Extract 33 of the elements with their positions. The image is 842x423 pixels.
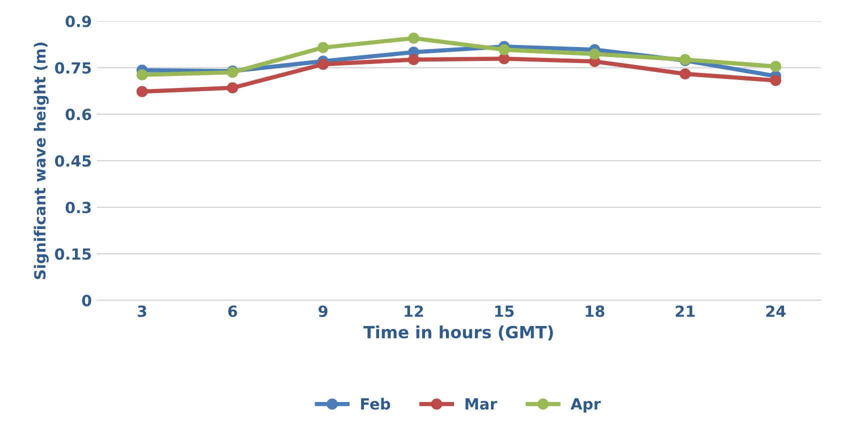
- point: [318, 42, 329, 54]
- point: [498, 44, 510, 56]
- y-tick-label: 0: [82, 294, 92, 306]
- y-tick-label: 0.15: [55, 248, 91, 260]
- legend-label: Feb: [361, 398, 390, 410]
- y-axis-title: Significant wave height (m): [34, 42, 49, 280]
- x-tick-label: 18: [586, 305, 604, 318]
- x-axis-title: Time in hours (GMT): [364, 326, 553, 340]
- x-tick-label: 15: [495, 306, 514, 318]
- x-tick-label: 21: [676, 305, 695, 317]
- point: [589, 48, 600, 60]
- point: [408, 32, 420, 44]
- y-tick-label: 0.3: [66, 202, 91, 214]
- point: [770, 60, 782, 72]
- point: [680, 68, 691, 80]
- point: [136, 69, 148, 80]
- x-tick-label: 24: [766, 305, 786, 317]
- point: [498, 53, 510, 64]
- point: [136, 86, 148, 98]
- x-tick-label: 12: [404, 305, 423, 317]
- y-tick-label: 0.6: [66, 108, 92, 120]
- y-tick-label: 0.9: [66, 16, 91, 28]
- point: [408, 54, 420, 66]
- x-tick-label: 3: [138, 305, 146, 318]
- legend-label: Mar: [466, 398, 498, 410]
- y-tick-label: 0.75: [55, 62, 91, 74]
- point: [318, 58, 329, 70]
- y-tick-label: 0.45: [55, 155, 91, 167]
- point: [770, 74, 782, 86]
- x-tick-label: 6: [228, 305, 238, 318]
- x-tick-label: 9: [318, 305, 328, 318]
- point: [227, 82, 238, 94]
- legend-label: Apr: [570, 398, 601, 413]
